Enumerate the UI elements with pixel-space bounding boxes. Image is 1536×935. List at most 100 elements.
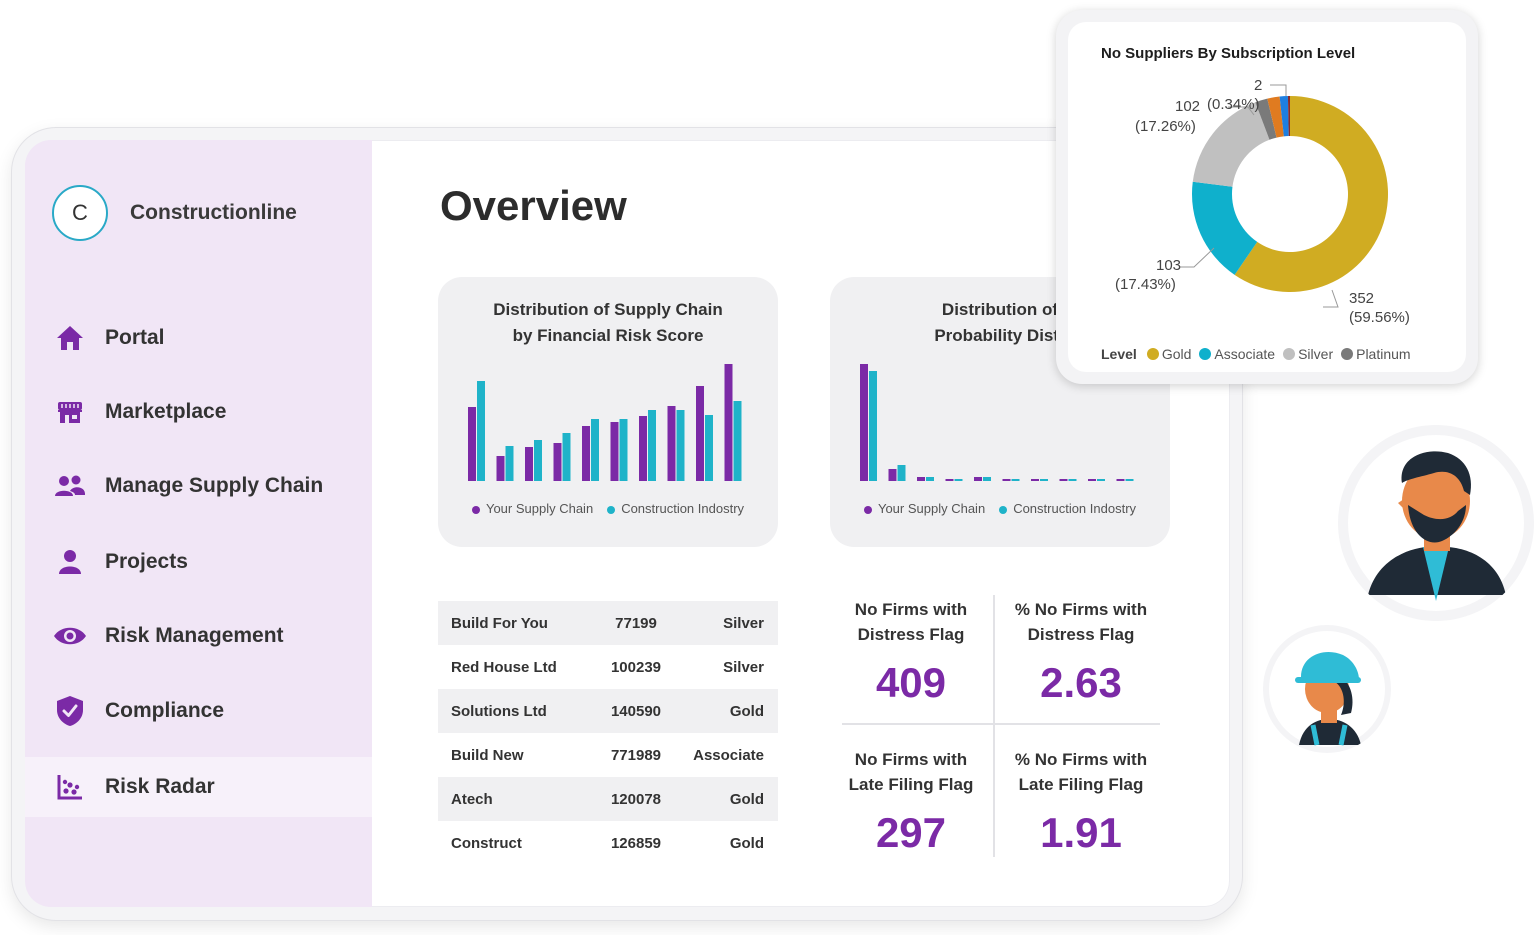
bar-your-supply-chain bbox=[496, 456, 505, 481]
sidebar-item-risk-management[interactable]: Risk Management bbox=[25, 606, 372, 666]
app-screen: C Constructionline Portal Marketplace Ma… bbox=[25, 140, 1230, 907]
table-row[interactable]: Solutions Ltd 140590 Gold bbox=[438, 689, 778, 733]
firm-name: Construct bbox=[451, 834, 522, 852]
legend-label: Construction Indostry bbox=[621, 501, 745, 516]
sidebar-item-label: Manage Supply Chain bbox=[105, 474, 324, 497]
legend-label: Construction Indostry bbox=[1013, 501, 1137, 516]
legend-swatch bbox=[863, 505, 872, 514]
donut-label: 2 bbox=[1254, 77, 1263, 94]
donut-slice-gold bbox=[1234, 96, 1388, 293]
table-row[interactable]: Red House Ltd 100239 Silver bbox=[438, 645, 778, 689]
bar-construction-industry bbox=[869, 371, 877, 481]
stat-label: Late Filing Flag bbox=[848, 775, 974, 794]
store-icon bbox=[53, 395, 87, 429]
stat-value: 297 bbox=[875, 809, 947, 856]
donut-slice-associate bbox=[1192, 181, 1258, 275]
legend-swatch bbox=[1199, 348, 1212, 360]
chart-title: Distribution of Probability Distr bbox=[830, 297, 1170, 349]
sidebar-item-projects[interactable]: Projects bbox=[25, 532, 372, 592]
bar-your-supply-chain bbox=[525, 447, 533, 481]
bar-construction-industry bbox=[619, 419, 628, 481]
chart-title-line: Distribution of bbox=[941, 300, 1059, 319]
bar-your-supply-chain bbox=[582, 426, 590, 481]
users-icon bbox=[53, 469, 87, 503]
chart-title: No Suppliers By Subscription Level bbox=[1101, 45, 1356, 62]
stat-distress: No Firms with Distress Flag 409 bbox=[836, 597, 986, 707]
bar-your-supply-chain bbox=[917, 477, 925, 481]
firm-level: Silver bbox=[723, 658, 764, 676]
shield-check-icon bbox=[53, 694, 87, 728]
bar-your-supply-chain bbox=[610, 422, 619, 481]
chart-title: Distribution of Supply Chain by Financia… bbox=[438, 297, 778, 349]
table-row[interactable]: Construct 126859 Gold bbox=[438, 821, 778, 865]
bar-your-supply-chain bbox=[696, 386, 704, 481]
legend-item: Construction Indostry bbox=[607, 501, 744, 516]
firm-id: 120078 bbox=[591, 777, 681, 821]
donut-label: (17.43%) bbox=[1115, 276, 1176, 293]
legend-label: Your Supply Chain bbox=[877, 501, 986, 516]
legend-swatch bbox=[471, 505, 480, 514]
legend-title: Level bbox=[1101, 346, 1137, 362]
table-row[interactable]: Build For You 77199 Silver bbox=[438, 601, 778, 645]
chart-title-line: Distribution of Supply Chain bbox=[493, 300, 723, 319]
bearded-man-illustration bbox=[1348, 435, 1524, 611]
bar-your-supply-chain bbox=[724, 364, 733, 481]
brand-name: Constructionline bbox=[130, 201, 297, 224]
stat-label: No Firms with bbox=[854, 600, 968, 619]
sidebar: C Constructionline Portal Marketplace Ma… bbox=[25, 140, 372, 907]
bar-construction-industry bbox=[1068, 479, 1077, 481]
bar-your-supply-chain bbox=[553, 443, 562, 481]
bar-your-supply-chain bbox=[667, 406, 676, 481]
donut-leader-line bbox=[1270, 84, 1287, 96]
legend-item: Your Supply Chain bbox=[471, 501, 594, 516]
bar-construction-industry bbox=[1011, 479, 1020, 481]
brand: C Constructionline bbox=[52, 185, 297, 241]
stat-value: 2.63 bbox=[1040, 659, 1122, 706]
legend-swatch bbox=[1146, 348, 1159, 360]
scatter-chart-icon bbox=[53, 770, 87, 804]
stat-label: Late Filing Flag bbox=[1018, 775, 1144, 794]
bar-construction-industry bbox=[1040, 479, 1048, 481]
sidebar-item-compliance[interactable]: Compliance bbox=[25, 681, 372, 741]
legend-label: Your Supply Chain bbox=[485, 501, 594, 516]
firm-level: Gold bbox=[681, 777, 778, 821]
legend-swatch bbox=[607, 505, 616, 514]
bar-your-supply-chain bbox=[888, 469, 897, 481]
chart-legend: Your Supply Chain Construction Indostry bbox=[438, 501, 778, 516]
firm-id: 771989 bbox=[610, 746, 662, 764]
bar-construction-industry bbox=[505, 446, 514, 481]
firm-name: Solutions Ltd bbox=[438, 689, 591, 733]
firm-level: Silver bbox=[681, 601, 778, 645]
bar-construction-industry bbox=[733, 401, 742, 481]
firm-name: Build For You bbox=[438, 601, 591, 645]
subscription-donut-chart bbox=[1180, 84, 1388, 308]
brand-logo: C bbox=[52, 185, 108, 241]
stat-label: % No Firms with bbox=[1014, 600, 1148, 619]
bar-construction-industry bbox=[983, 477, 991, 481]
table-row[interactable]: Build New 771989 Associate bbox=[438, 733, 778, 777]
firm-id: 100239 bbox=[610, 658, 662, 676]
risk-score-bar-chart bbox=[468, 364, 742, 481]
legend-label: Platinum bbox=[1356, 346, 1411, 362]
sidebar-item-label: Portal bbox=[105, 326, 165, 349]
sidebar-item-label: Projects bbox=[105, 550, 188, 573]
sidebar-item-marketplace[interactable]: Marketplace bbox=[25, 382, 372, 442]
bar-your-supply-chain bbox=[860, 364, 868, 481]
donut-leader-line bbox=[1180, 247, 1215, 268]
stat-label: % No Firms with bbox=[1014, 750, 1148, 769]
stat-late-filing: No Firms with Late Filing Flag 297 bbox=[836, 747, 986, 857]
sidebar-item-risk-radar[interactable]: Risk Radar bbox=[25, 757, 372, 817]
sidebar-item-manage-supply-chain[interactable]: Manage Supply Chain bbox=[25, 456, 372, 516]
firm-id: 126859 bbox=[610, 834, 662, 852]
bar-construction-industry bbox=[534, 440, 542, 481]
bar-construction-industry bbox=[591, 419, 599, 481]
bar-construction-industry bbox=[954, 479, 963, 481]
sidebar-item-portal[interactable]: Portal bbox=[25, 308, 372, 368]
donut-slice-platinum bbox=[1255, 98, 1277, 140]
donut-label: (17.26%) bbox=[1135, 118, 1196, 135]
table-row[interactable]: Atech 120078 Gold bbox=[438, 777, 778, 821]
chart-legend: Your Supply Chain Construction Indostry bbox=[830, 501, 1170, 516]
firm-level: Gold bbox=[681, 689, 778, 733]
sidebar-item-label: Marketplace bbox=[105, 400, 227, 423]
donut-slice bbox=[1279, 96, 1289, 137]
